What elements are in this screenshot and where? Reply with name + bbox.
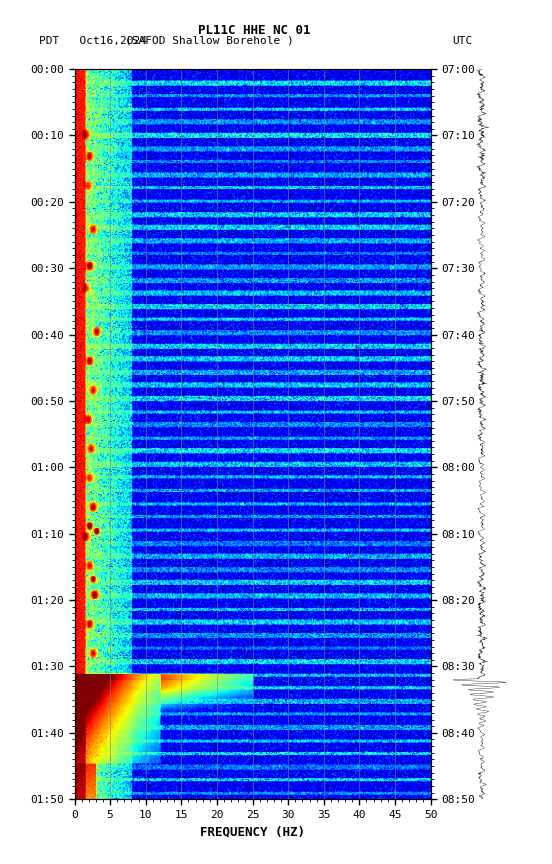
Text: PDT   Oct16,2024: PDT Oct16,2024 (39, 35, 147, 46)
Text: UTC: UTC (453, 35, 473, 46)
Text: PL11C HHE NC 01: PL11C HHE NC 01 (198, 23, 310, 37)
Text: (SAFOD Shallow Borehole ): (SAFOD Shallow Borehole ) (125, 35, 294, 46)
X-axis label: FREQUENCY (HZ): FREQUENCY (HZ) (200, 825, 305, 838)
